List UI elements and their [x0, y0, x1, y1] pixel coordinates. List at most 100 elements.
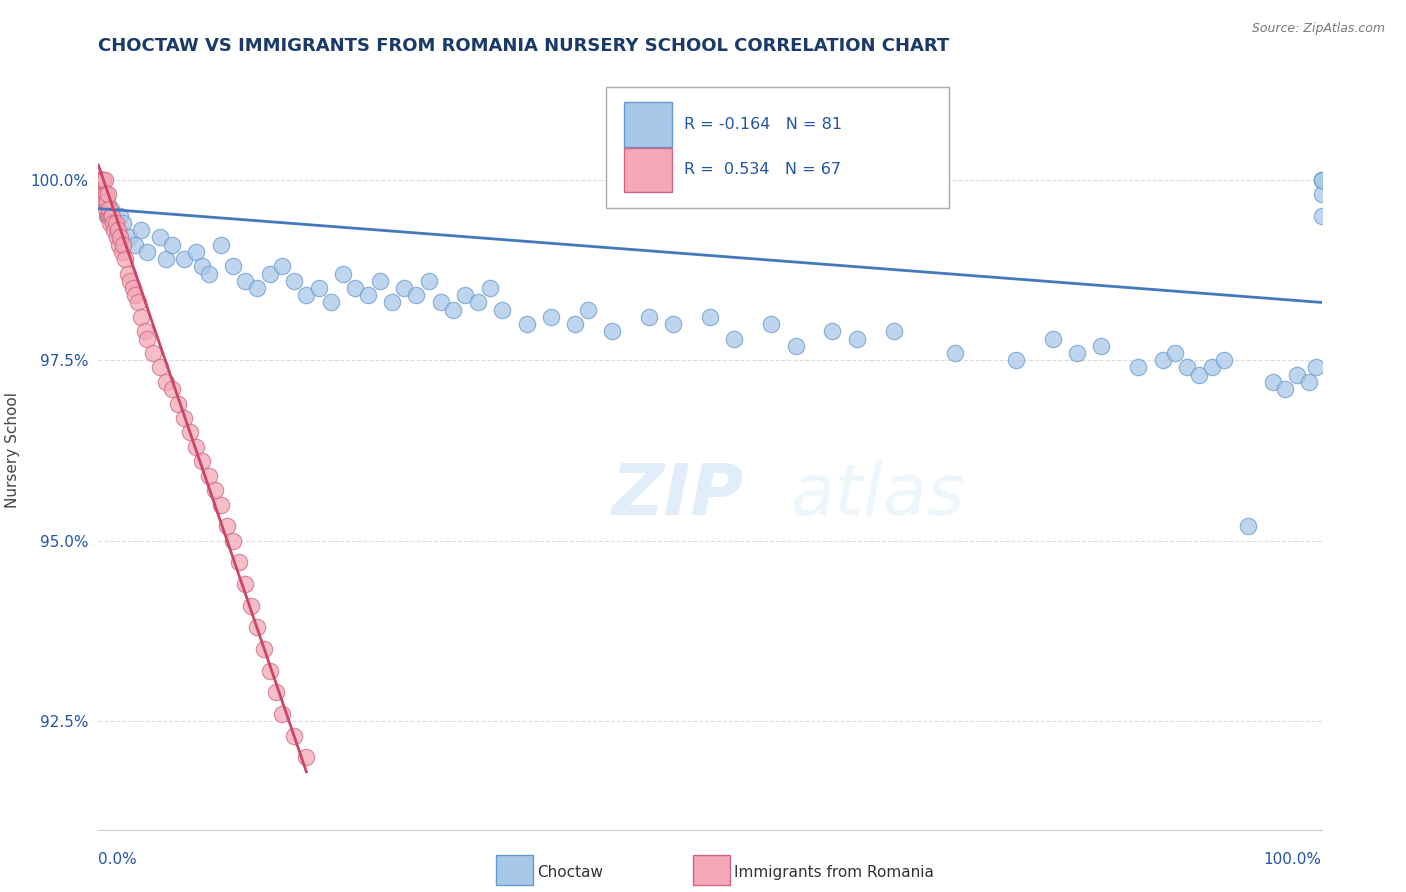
- Point: [344, 281, 367, 295]
- Point: [96, 209, 118, 223]
- Point: [295, 750, 318, 764]
- Point: [118, 230, 141, 244]
- FancyBboxPatch shape: [606, 87, 949, 208]
- Point: [103, 223, 125, 237]
- Text: Source: ZipAtlas.com: Source: ZipAtlas.com: [1251, 22, 1385, 36]
- Text: atlas: atlas: [790, 461, 965, 531]
- Point: [332, 267, 354, 281]
- Point: [90, 172, 112, 186]
- Y-axis label: Nursery School: Nursery School: [4, 392, 20, 508]
- Point: [97, 187, 120, 202]
- Point: [454, 288, 477, 302]
- Point: [1042, 332, 1064, 346]
- Point: [1286, 368, 1309, 382]
- Point: [90, 172, 112, 186]
- Point: [97, 209, 120, 223]
- Point: [149, 230, 172, 244]
- Point: [240, 599, 263, 613]
- Point: [124, 288, 146, 302]
- Point: [600, 324, 623, 338]
- Point: [100, 209, 122, 223]
- Point: [1274, 382, 1296, 396]
- Point: [270, 706, 294, 721]
- Point: [308, 281, 330, 295]
- Point: [173, 411, 195, 425]
- Point: [1152, 353, 1174, 368]
- Point: [124, 237, 146, 252]
- Point: [209, 237, 232, 252]
- Point: [129, 223, 152, 237]
- Point: [97, 202, 120, 216]
- Point: [136, 332, 159, 346]
- Point: [167, 396, 190, 410]
- FancyBboxPatch shape: [624, 102, 672, 147]
- Point: [637, 310, 661, 324]
- Point: [785, 339, 807, 353]
- Point: [142, 346, 165, 360]
- Point: [89, 172, 111, 186]
- Point: [108, 237, 131, 252]
- Point: [246, 281, 269, 295]
- Point: [368, 274, 391, 288]
- Point: [1175, 360, 1198, 375]
- Point: [96, 202, 118, 216]
- Point: [96, 194, 118, 209]
- Point: [283, 274, 305, 288]
- Point: [576, 302, 599, 317]
- Point: [121, 281, 143, 295]
- Text: CHOCTAW VS IMMIGRANTS FROM ROMANIA NURSERY SCHOOL CORRELATION CHART: CHOCTAW VS IMMIGRANTS FROM ROMANIA NURSE…: [98, 37, 949, 54]
- Point: [94, 194, 117, 209]
- Point: [186, 440, 208, 454]
- Point: [90, 172, 112, 186]
- Point: [91, 194, 114, 209]
- Point: [91, 172, 114, 186]
- Point: [155, 252, 177, 266]
- Point: [405, 288, 427, 302]
- Point: [441, 302, 464, 317]
- Point: [1310, 172, 1333, 186]
- Point: [761, 317, 783, 331]
- Point: [246, 620, 269, 634]
- Point: [179, 425, 201, 440]
- Point: [540, 310, 562, 324]
- Point: [197, 267, 219, 281]
- Point: [105, 230, 128, 244]
- Point: [97, 209, 120, 223]
- Text: 100.0%: 100.0%: [1264, 853, 1322, 867]
- Point: [114, 252, 136, 266]
- Point: [91, 172, 114, 186]
- Point: [1201, 360, 1223, 375]
- Point: [356, 288, 378, 302]
- Point: [228, 555, 250, 569]
- Point: [101, 216, 124, 230]
- Point: [723, 332, 745, 346]
- Point: [1004, 353, 1026, 368]
- Point: [191, 454, 214, 468]
- Point: [89, 172, 111, 186]
- Text: Immigrants from Romania: Immigrants from Romania: [734, 865, 934, 880]
- Point: [93, 187, 115, 202]
- Point: [155, 375, 177, 389]
- Text: 0.0%: 0.0%: [98, 853, 138, 867]
- Point: [1310, 172, 1333, 186]
- Point: [564, 317, 586, 331]
- Point: [111, 244, 134, 259]
- Point: [1188, 368, 1211, 382]
- Point: [160, 237, 183, 252]
- Point: [467, 295, 489, 310]
- Point: [129, 310, 152, 324]
- Point: [111, 237, 134, 252]
- Point: [117, 267, 139, 281]
- Point: [93, 172, 115, 186]
- Point: [215, 519, 238, 533]
- Point: [93, 187, 115, 202]
- Point: [319, 295, 342, 310]
- Point: [100, 202, 122, 216]
- Point: [821, 324, 844, 338]
- Point: [110, 230, 132, 244]
- Text: R = -0.164   N = 81: R = -0.164 N = 81: [685, 117, 842, 132]
- Point: [283, 729, 305, 743]
- Point: [392, 281, 416, 295]
- Point: [845, 332, 868, 346]
- Point: [478, 281, 501, 295]
